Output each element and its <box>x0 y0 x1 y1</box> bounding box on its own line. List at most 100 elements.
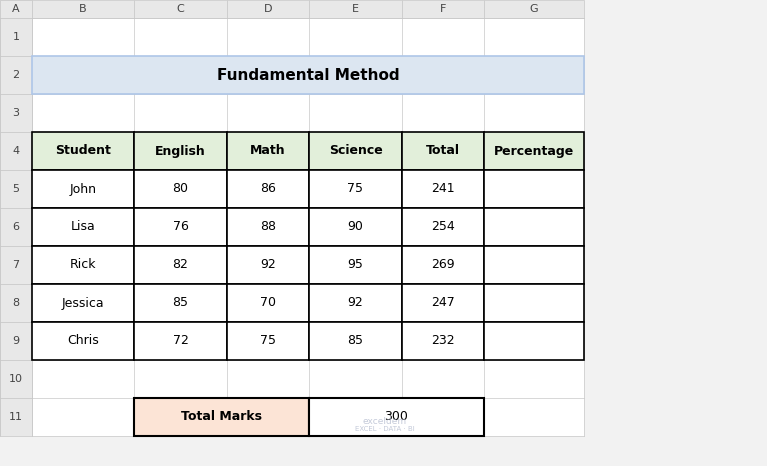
Bar <box>0 170 32 208</box>
Text: C: C <box>176 4 184 14</box>
Text: A: A <box>12 4 20 14</box>
Bar <box>309 208 402 246</box>
Text: 232: 232 <box>431 335 455 348</box>
Text: 254: 254 <box>431 220 455 233</box>
Text: F: F <box>439 4 446 14</box>
Text: 90: 90 <box>347 220 364 233</box>
Bar <box>0 94 32 132</box>
Text: 3: 3 <box>12 108 19 118</box>
Text: 82: 82 <box>173 259 189 272</box>
Bar <box>32 18 584 436</box>
Bar <box>309 284 402 322</box>
Bar <box>32 56 584 94</box>
Bar <box>484 246 584 284</box>
Text: 11: 11 <box>9 412 23 422</box>
Bar <box>134 284 227 322</box>
Bar <box>402 322 484 360</box>
Text: Student: Student <box>55 144 111 158</box>
Text: G: G <box>530 4 538 14</box>
Text: 269: 269 <box>431 259 455 272</box>
Text: Lisa: Lisa <box>71 220 95 233</box>
Bar <box>227 0 309 18</box>
Bar <box>227 132 309 170</box>
Text: Percentage: Percentage <box>494 144 574 158</box>
Text: Rick: Rick <box>70 259 96 272</box>
Bar <box>32 246 134 284</box>
Bar <box>402 208 484 246</box>
Text: 75: 75 <box>347 183 364 196</box>
Bar <box>484 322 584 360</box>
Text: 85: 85 <box>347 335 364 348</box>
Text: 10: 10 <box>9 374 23 384</box>
Text: 88: 88 <box>260 220 276 233</box>
Bar <box>0 0 32 18</box>
Text: 5: 5 <box>12 184 19 194</box>
Bar <box>134 322 227 360</box>
Bar <box>309 170 402 208</box>
Text: Jessica: Jessica <box>61 296 104 309</box>
Bar <box>32 284 134 322</box>
Text: 1: 1 <box>12 32 19 42</box>
Text: 75: 75 <box>260 335 276 348</box>
Text: 6: 6 <box>12 222 19 232</box>
Bar <box>32 208 134 246</box>
Bar <box>0 360 32 398</box>
Text: 95: 95 <box>347 259 364 272</box>
Bar <box>227 170 309 208</box>
Bar <box>32 170 134 208</box>
Text: John: John <box>70 183 97 196</box>
Bar <box>402 284 484 322</box>
Text: 76: 76 <box>173 220 189 233</box>
Bar <box>402 246 484 284</box>
Bar <box>134 132 227 170</box>
Bar <box>0 398 32 436</box>
Text: B: B <box>79 4 87 14</box>
Bar <box>0 18 32 56</box>
Text: 92: 92 <box>260 259 276 272</box>
Text: English: English <box>155 144 206 158</box>
Text: 9: 9 <box>12 336 20 346</box>
Polygon shape <box>2 3 29 15</box>
Text: Total Marks: Total Marks <box>181 411 262 424</box>
Bar <box>402 0 484 18</box>
Bar <box>309 132 402 170</box>
Bar <box>0 284 32 322</box>
Bar <box>309 0 402 18</box>
Text: Fundamental Method: Fundamental Method <box>217 68 400 82</box>
Text: 70: 70 <box>260 296 276 309</box>
Bar <box>134 398 309 436</box>
Bar <box>0 322 32 360</box>
Text: 4: 4 <box>12 146 20 156</box>
Bar <box>134 170 227 208</box>
Text: Math: Math <box>250 144 286 158</box>
Bar <box>309 322 402 360</box>
Bar <box>484 132 584 170</box>
Text: Science: Science <box>328 144 383 158</box>
Bar <box>0 0 32 18</box>
Bar <box>484 170 584 208</box>
Text: exceldem: exceldem <box>363 417 407 425</box>
Bar <box>402 132 484 170</box>
Text: E: E <box>352 4 359 14</box>
Text: 8: 8 <box>12 298 20 308</box>
Text: EXCEL · DATA · BI: EXCEL · DATA · BI <box>354 426 414 432</box>
Text: 72: 72 <box>173 335 189 348</box>
Text: D: D <box>264 4 272 14</box>
Text: 85: 85 <box>173 296 189 309</box>
Bar <box>0 246 32 284</box>
Bar <box>484 0 584 18</box>
Bar <box>134 208 227 246</box>
Bar <box>0 208 32 246</box>
Text: 92: 92 <box>347 296 364 309</box>
Text: Total: Total <box>426 144 460 158</box>
Bar <box>227 284 309 322</box>
Bar <box>227 246 309 284</box>
Bar <box>134 0 227 18</box>
Text: 2: 2 <box>12 70 20 80</box>
Text: 247: 247 <box>431 296 455 309</box>
Bar <box>0 132 32 170</box>
Bar <box>32 0 134 18</box>
Bar <box>134 246 227 284</box>
Text: Chris: Chris <box>67 335 99 348</box>
Bar <box>227 322 309 360</box>
